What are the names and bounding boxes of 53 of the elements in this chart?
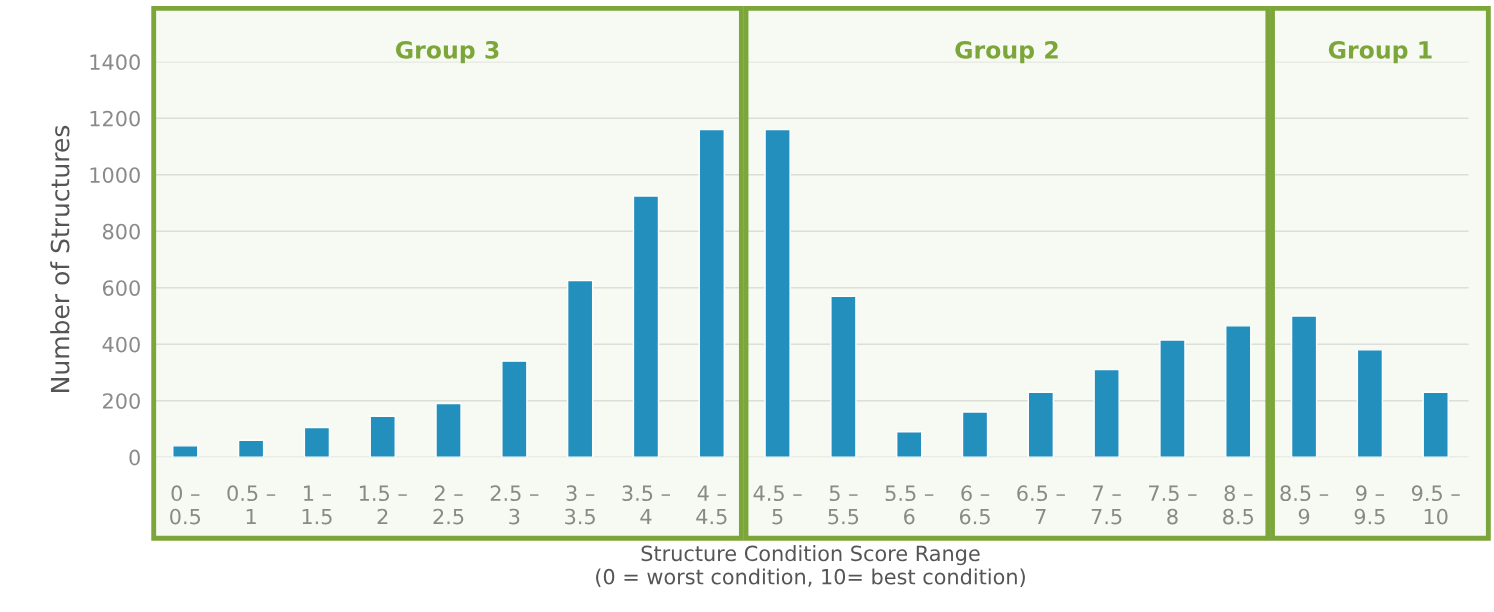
x-tick-label: 1 – 1.5 (302, 485, 332, 525)
x-tick-label: 7 – 7.5 (1091, 485, 1122, 525)
band-label: Group 3 (395, 40, 499, 64)
x-tick-label: 4.5 – 5 (753, 485, 802, 525)
bar (435, 402, 462, 458)
y-tick-label: 1400 (90, 54, 140, 71)
x-tick-label: 4 – 4.5 (696, 485, 727, 525)
x-tick-label: 9.5 – 10 (1411, 485, 1460, 525)
x-tick-label: 2 – 2.5 (433, 485, 464, 525)
x-tick-label: 3.5 – 4 (622, 485, 671, 525)
x-tick-label: 2.5 – 3 (490, 485, 539, 525)
band-label: Group 1 (1328, 40, 1432, 64)
bar (501, 360, 528, 458)
bar (303, 426, 331, 458)
y-tick-label: 400 (102, 336, 140, 353)
x-tick-label: 3 – 3.5 (565, 485, 595, 525)
y-axis-title: Number of Structures (50, 125, 70, 392)
x-tick-label: 5.5 – 6 (885, 485, 934, 525)
bar (1225, 325, 1252, 458)
x-tick-label: 7.5 – 8 (1149, 485, 1197, 525)
x-tick-label: 5 – 5.5 (828, 485, 859, 525)
x-tick-label: 0 – 0.5 (170, 485, 201, 525)
y-tick-label: 200 (103, 393, 140, 409)
x-axis-title: Structure Condition Score Range (0 = worst condition, 10= best condition) (596, 545, 1025, 588)
bar (566, 279, 594, 458)
bar (1093, 368, 1120, 458)
y-tick-label: 0 (129, 449, 140, 466)
bar (237, 439, 265, 458)
bar (1290, 315, 1318, 458)
x-tick-label: 8 – 8.5 (1223, 485, 1254, 525)
bar (764, 128, 791, 458)
bar (369, 415, 396, 458)
y-tick-label: 800 (102, 223, 140, 240)
bar (830, 295, 857, 458)
band-label: Group 2 (955, 40, 1058, 64)
bar (698, 128, 725, 458)
x-tick-label: 6 – 6.5 (959, 485, 990, 525)
bar (1356, 349, 1384, 458)
bar (896, 431, 923, 458)
y-tick-label: 1000 (90, 167, 140, 183)
bar (1422, 391, 1449, 458)
bar (632, 195, 660, 458)
bar (1159, 339, 1186, 458)
x-tick-label: 6.5 – 7 (1017, 485, 1065, 525)
bar (961, 411, 989, 458)
bar (172, 445, 199, 458)
x-tick-label: 8.5 – 9 (1280, 485, 1329, 525)
x-tick-label: 0.5 – 1 (227, 485, 276, 525)
x-tick-label: 9 – 9.5 (1354, 485, 1385, 525)
y-tick-label: 600 (102, 280, 140, 296)
bar (1027, 391, 1055, 458)
y-tick-label: 1200 (90, 110, 140, 127)
x-tick-label: 1.5 – 2 (359, 485, 407, 525)
